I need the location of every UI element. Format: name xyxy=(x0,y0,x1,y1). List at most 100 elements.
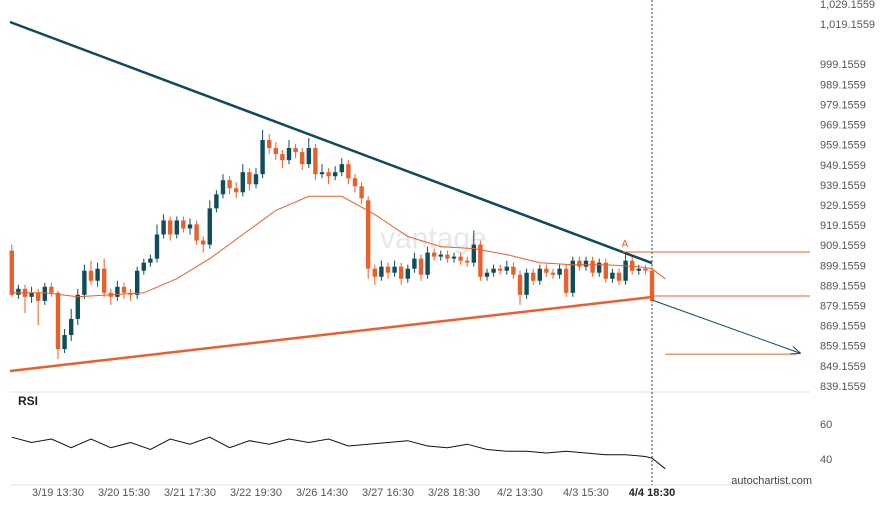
y-tick-label: 909.1559 xyxy=(820,240,866,252)
candle-body xyxy=(227,180,232,189)
y-tick-label: 939.1559 xyxy=(820,180,866,192)
candle-body xyxy=(583,260,589,267)
candle-body xyxy=(398,266,404,279)
candle-body xyxy=(339,164,344,173)
candle-body xyxy=(418,258,424,275)
candle-body xyxy=(55,292,61,350)
x-tick-label: 3/26 14:30 xyxy=(296,487,348,499)
candle-body xyxy=(200,240,206,245)
candle-body xyxy=(233,188,239,193)
y-tick-label: 869.1559 xyxy=(820,321,866,333)
candle-body xyxy=(643,268,648,271)
candle-body xyxy=(451,256,457,259)
x-tick-label: 3/27 16:30 xyxy=(362,487,414,499)
candle-body xyxy=(82,270,87,295)
candle-body xyxy=(299,152,305,165)
y-tick-label: 999.1559 xyxy=(820,59,866,71)
candle-body xyxy=(181,220,186,229)
rsi-label: RSI xyxy=(18,394,38,408)
candle-body xyxy=(623,260,628,281)
candle-body xyxy=(649,270,655,301)
candle-body xyxy=(167,220,173,235)
candle-body xyxy=(438,254,443,257)
candle-body xyxy=(273,148,278,155)
candle-body xyxy=(174,220,179,235)
x-tick-label: 4/2 13:30 xyxy=(497,487,543,499)
candle-body xyxy=(240,172,245,193)
x-tick-label: 4/4 18:30 xyxy=(629,487,675,499)
candle-body xyxy=(445,254,450,259)
candle-body xyxy=(280,154,285,161)
candle-body xyxy=(187,224,193,229)
candle-body xyxy=(121,286,127,293)
line xyxy=(9,295,653,373)
x-tick-label: 3/19 13:30 xyxy=(32,487,84,499)
x-tick-label: 3/21 17:30 xyxy=(164,487,216,499)
y-tick-label: 879.1559 xyxy=(820,300,866,312)
candle-body xyxy=(425,252,430,275)
candle-body xyxy=(504,266,509,271)
candle-body xyxy=(161,220,166,235)
candle-body xyxy=(68,318,74,336)
line xyxy=(11,195,666,298)
candle-body xyxy=(326,172,331,177)
candle-body xyxy=(365,200,371,269)
candle-body xyxy=(610,272,615,279)
candle-body xyxy=(596,262,602,273)
candle-body xyxy=(471,244,476,263)
candle-body xyxy=(484,272,490,277)
candle-body xyxy=(497,268,503,271)
y-tick-label: 889.1559 xyxy=(820,280,866,292)
candle-body xyxy=(616,272,622,281)
candle-body xyxy=(49,286,54,293)
y-tick-label: 969.1559 xyxy=(820,120,866,132)
candle-body xyxy=(88,270,94,281)
candle-body xyxy=(629,260,635,271)
candle-body xyxy=(550,272,556,275)
x-tick-label: 3/20 15:30 xyxy=(98,487,150,499)
candle-body xyxy=(511,266,516,275)
candle-body xyxy=(431,252,437,257)
source: autochartist.com xyxy=(731,475,812,487)
candle-body xyxy=(412,258,417,269)
candle-body xyxy=(478,244,483,277)
candle-body xyxy=(392,266,397,273)
candle-body xyxy=(220,180,226,195)
candle-body xyxy=(346,164,351,179)
candle-body xyxy=(352,178,358,187)
y-tick-label: 839.1559 xyxy=(820,381,866,393)
y-tick-label: 989.1559 xyxy=(820,79,866,91)
rsi-line xyxy=(11,436,666,470)
y-tick-label: 1,019.1559 xyxy=(820,19,875,31)
candle-body xyxy=(293,148,298,153)
y-tick-label: 859.1559 xyxy=(820,341,866,353)
candle-body xyxy=(266,140,272,149)
candle-body xyxy=(42,286,47,301)
candle-body xyxy=(29,292,34,297)
candle-body xyxy=(62,335,67,350)
candle-body xyxy=(530,272,536,281)
candle-body xyxy=(544,268,549,273)
line xyxy=(9,20,653,265)
candle-body xyxy=(35,292,41,301)
candle-body xyxy=(405,268,410,279)
candle-body xyxy=(260,140,265,175)
x-tick-label: 3/28 18:30 xyxy=(428,487,480,499)
line xyxy=(651,299,800,353)
y-tick-label: 919.1559 xyxy=(820,220,866,232)
candle-body xyxy=(563,268,569,293)
rsi-tick-label: 40 xyxy=(820,454,832,466)
candle-body xyxy=(570,260,575,293)
candle-body xyxy=(9,250,14,295)
y-tick-label: 1,029.1559 xyxy=(820,0,875,11)
candle-body xyxy=(537,268,542,281)
candle-body xyxy=(134,270,140,295)
candle-body xyxy=(16,288,21,295)
y-tick-label: 899.1559 xyxy=(820,260,866,272)
y-tick-label: 959.1559 xyxy=(820,140,866,152)
candle-body xyxy=(517,274,523,295)
candle-body xyxy=(115,286,120,297)
candle-body xyxy=(557,268,562,275)
candle-body xyxy=(464,260,470,263)
